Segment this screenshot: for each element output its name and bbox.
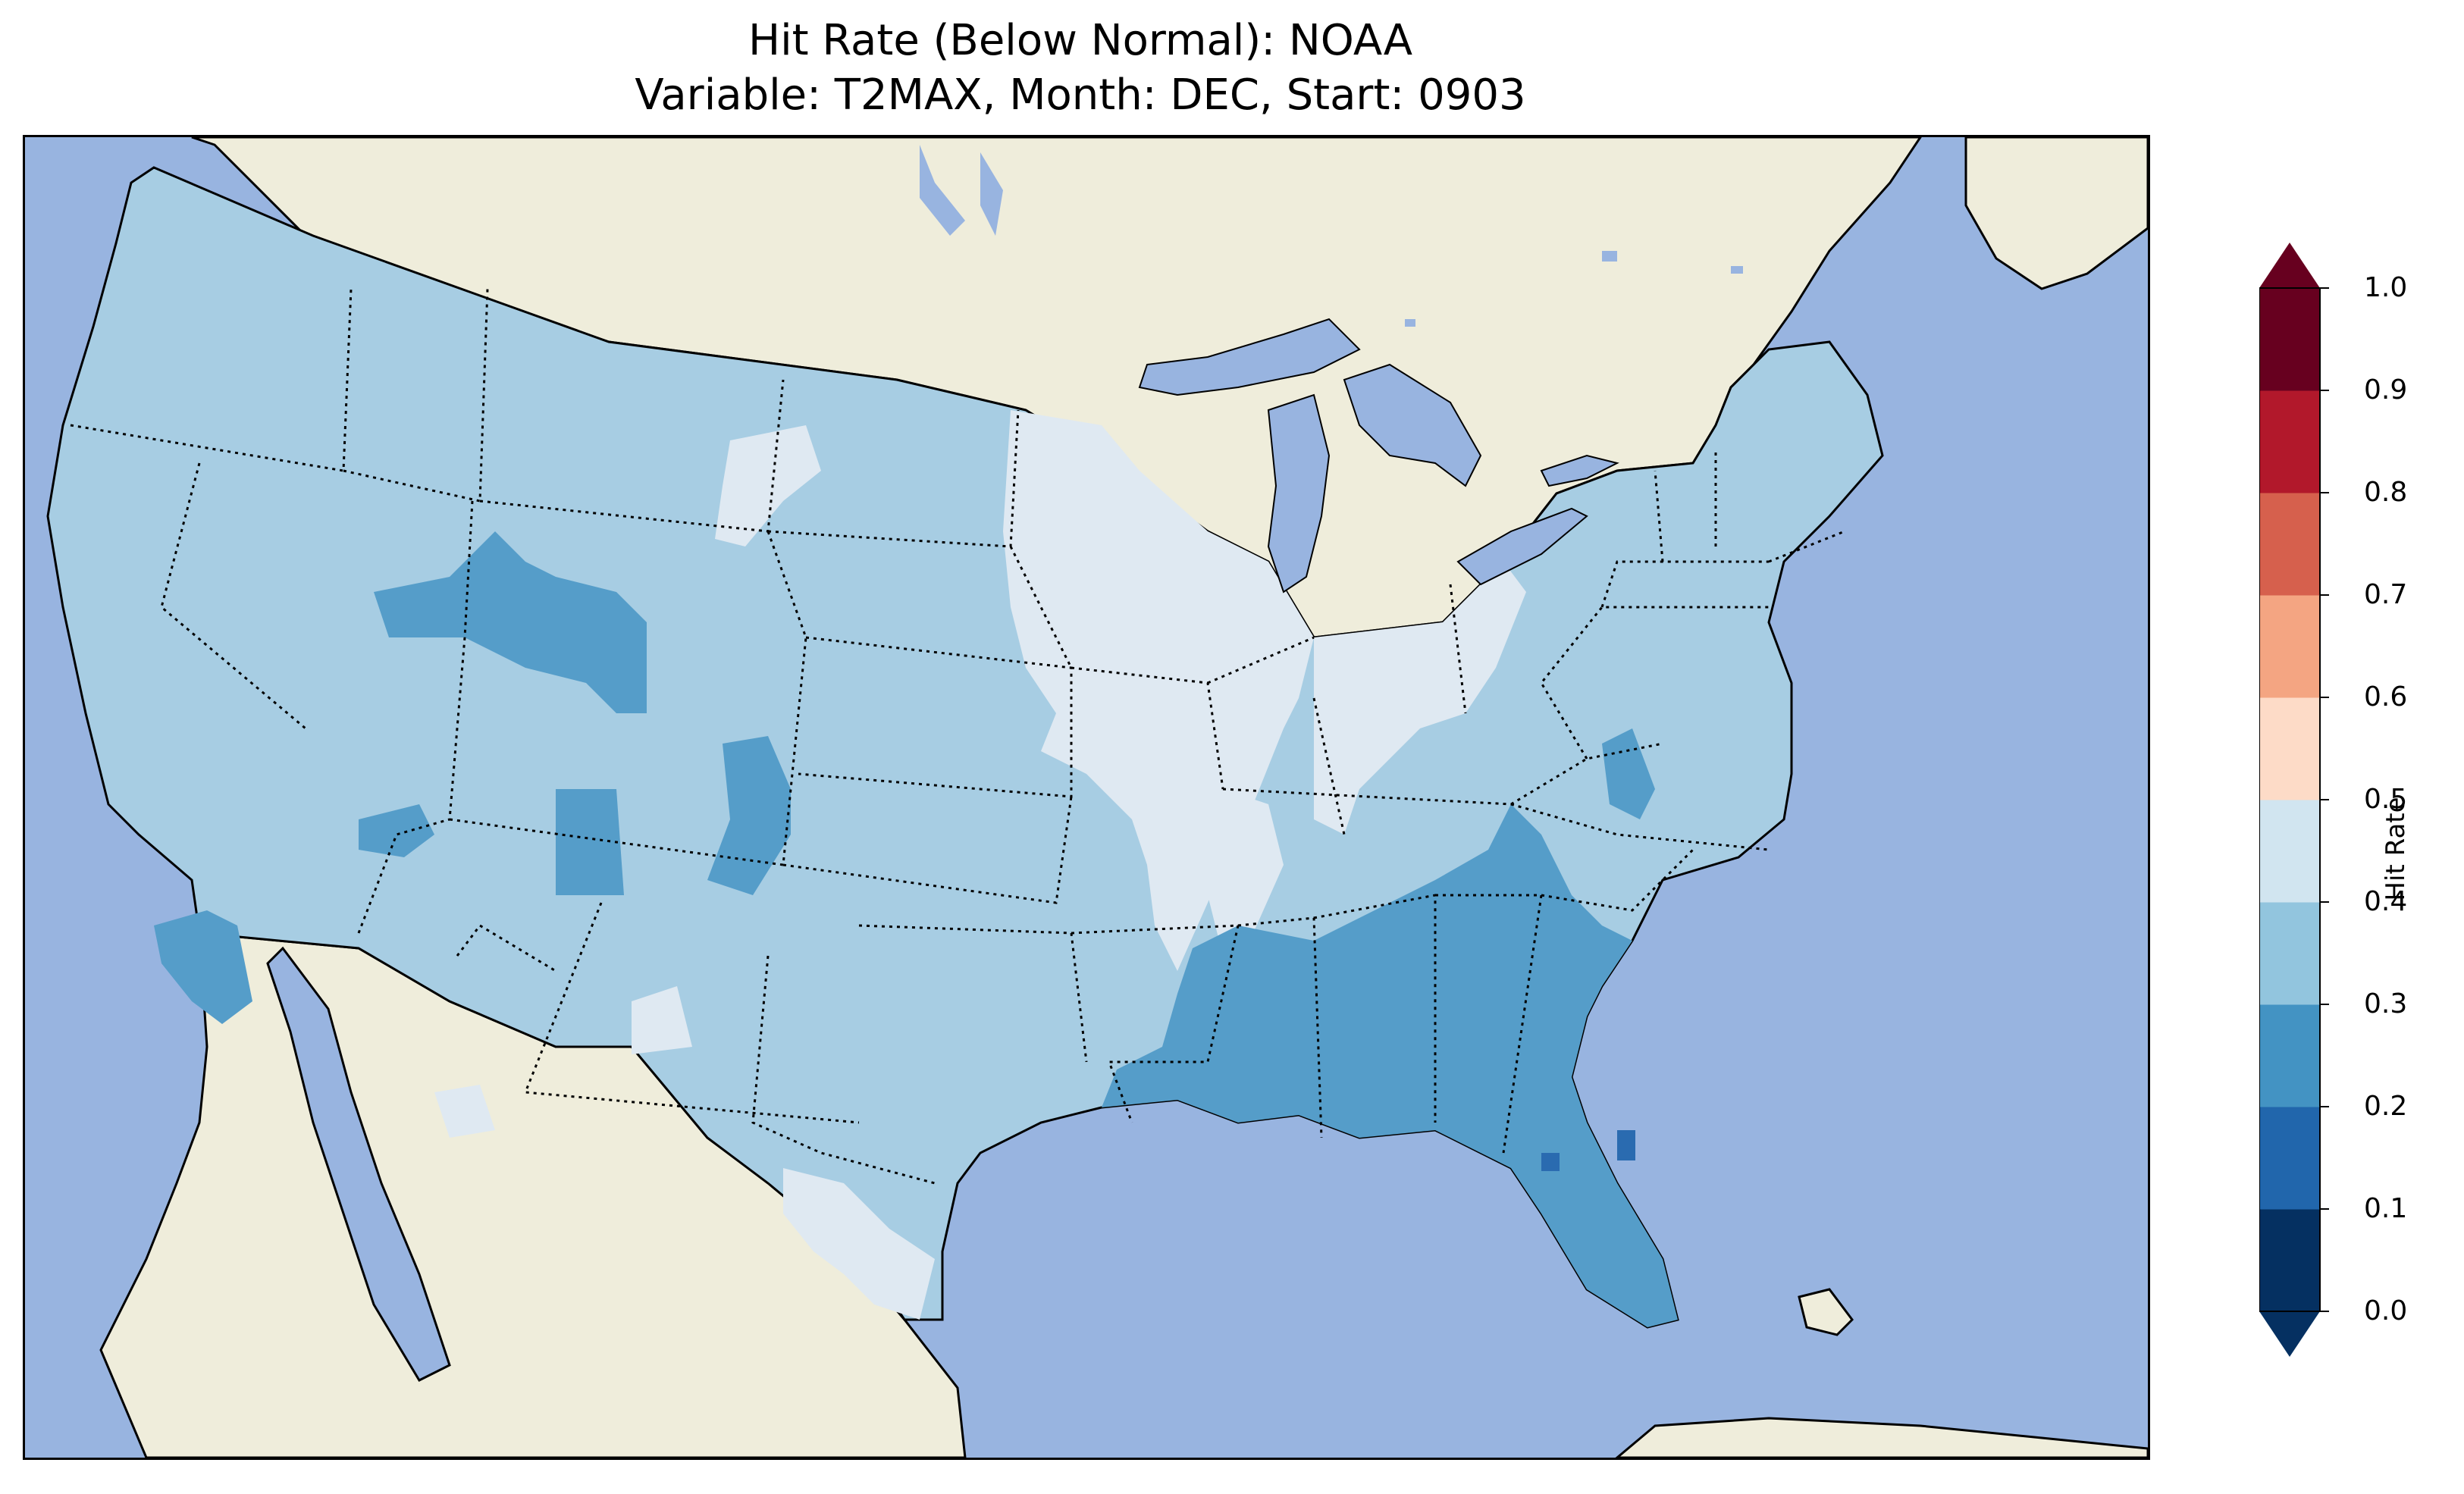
colorbar bbox=[2259, 243, 2329, 1357]
darker-hit-rate-spots bbox=[1541, 1130, 1635, 1171]
colorbar-extend-under bbox=[2259, 1311, 2320, 1357]
colorbar-segment bbox=[2259, 493, 2320, 596]
colorbar-tick-label: 0.3 bbox=[2364, 988, 2408, 1019]
light-hit-rate-regions bbox=[434, 410, 1526, 1320]
map-title-line-1: Hit Rate (Below Normal): NOAA bbox=[748, 16, 1413, 65]
cuba-land bbox=[1798, 1288, 1854, 1336]
gulf-of-california bbox=[266, 946, 451, 1382]
colorbar-label-text: Hit Rate bbox=[2381, 797, 2411, 901]
colorbar-tick-label: 0.0 bbox=[2364, 1295, 2408, 1326]
colorbar-tick-label: 0.7 bbox=[2364, 579, 2408, 610]
great-lakes bbox=[1138, 318, 1619, 594]
colorbar-tick-label: 1.0 bbox=[2364, 272, 2408, 303]
colorbar-tick-label: 0.6 bbox=[2364, 681, 2408, 713]
colorbar-segment bbox=[2259, 1209, 2320, 1312]
colorbar-tick-label: 0.2 bbox=[2364, 1091, 2408, 1122]
us-hit-rate-map bbox=[25, 137, 2148, 1458]
maritimes-land bbox=[1964, 137, 2148, 290]
map-frame bbox=[23, 135, 2150, 1460]
dark-hit-rate-regions bbox=[154, 531, 1678, 1327]
caribbean-land bbox=[1615, 1417, 2148, 1458]
colorbar-segments bbox=[2259, 288, 2320, 1312]
canadian-lakes bbox=[920, 145, 1743, 327]
colorbar-tick-label: 0.5 bbox=[2364, 784, 2408, 815]
map-title-line-2: Variable: T2MAX, Month: DEC, Start: 0903 bbox=[635, 70, 1526, 120]
colorbar-segment bbox=[2259, 595, 2320, 698]
colorbar-segment bbox=[2259, 800, 2320, 903]
colorbar-segment bbox=[2259, 1004, 2320, 1107]
state-borders bbox=[70, 288, 1845, 1185]
colorbar-segment bbox=[2259, 1107, 2320, 1210]
colorbar-tick-label: 0.1 bbox=[2364, 1193, 2408, 1224]
colorbar-tick-label: 0.8 bbox=[2364, 477, 2408, 508]
colorbar-ticks bbox=[2320, 287, 2329, 1312]
colorbar-segment bbox=[2259, 288, 2320, 391]
colorbar-tick-label: 0.9 bbox=[2364, 374, 2408, 406]
colorbar-segment bbox=[2259, 697, 2320, 800]
colorbar-segment bbox=[2259, 902, 2320, 1005]
colorbar-segment bbox=[2259, 390, 2320, 493]
colorbar-tick-label: 0.4 bbox=[2364, 886, 2408, 917]
colorbar-extend-over bbox=[2259, 243, 2320, 288]
